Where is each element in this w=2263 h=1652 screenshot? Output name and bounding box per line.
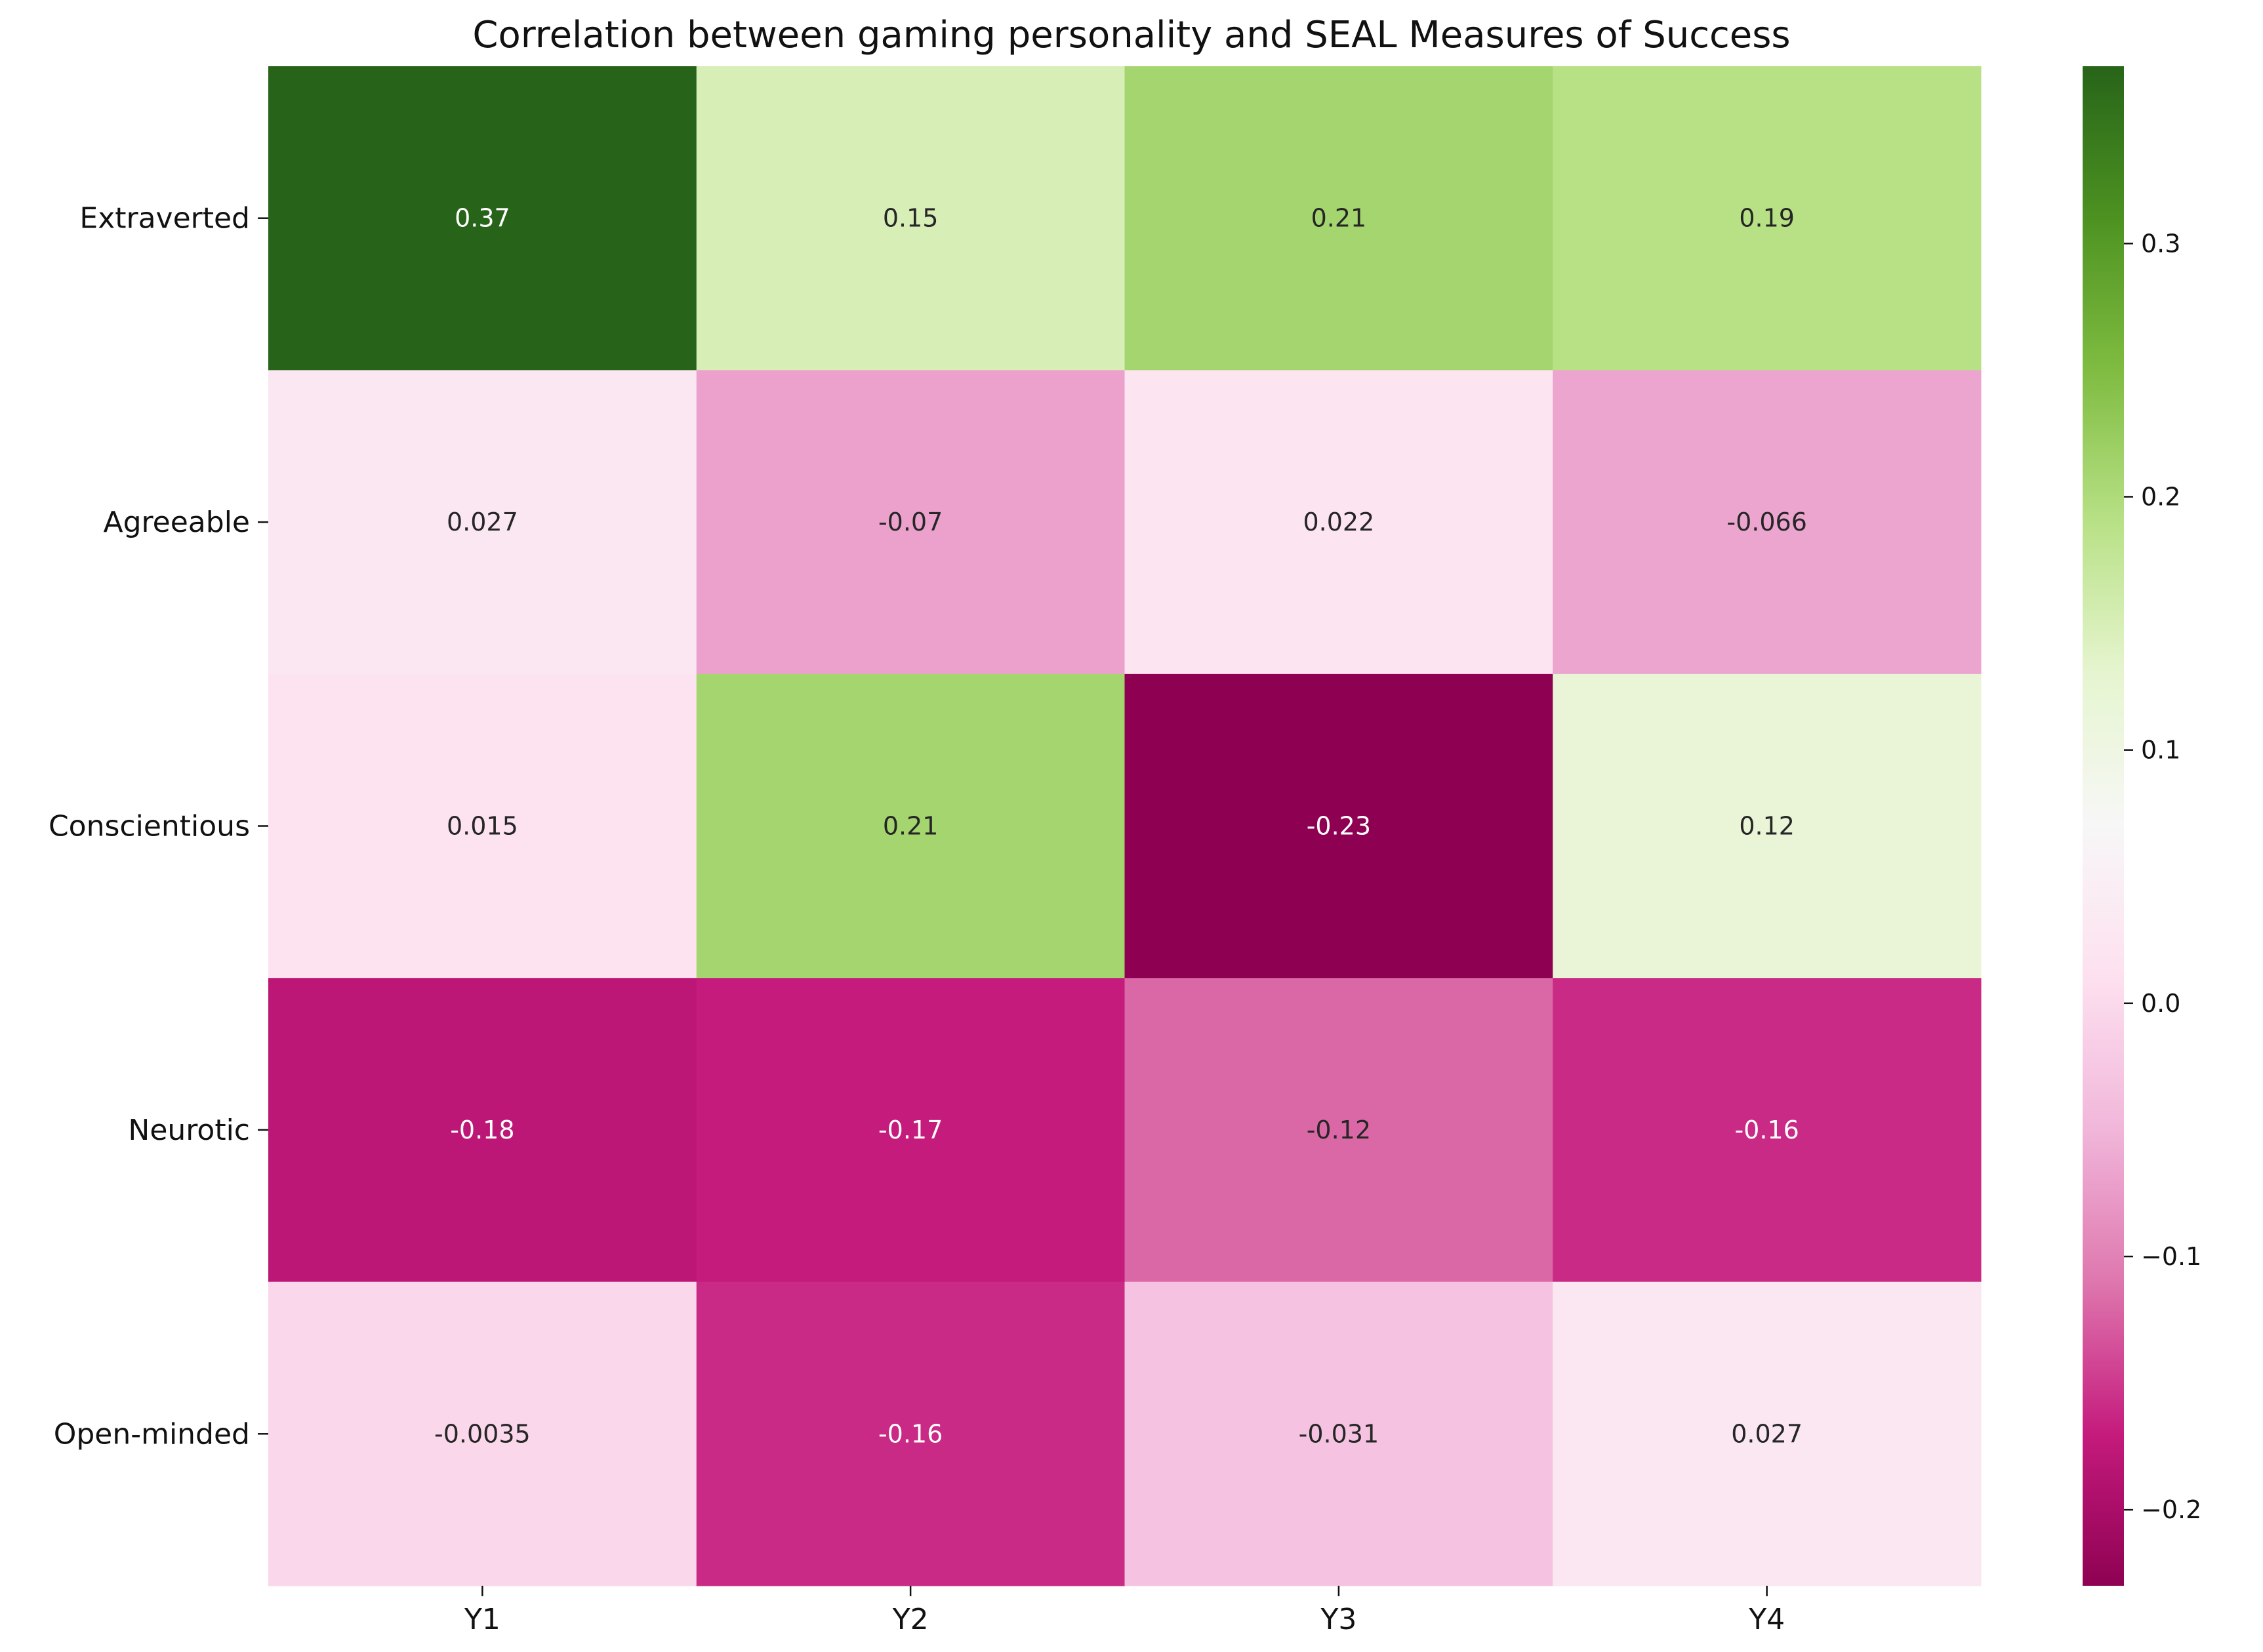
- heatmap-cell: [1124, 674, 1553, 978]
- heatmap-cell: [1124, 1281, 1553, 1586]
- x-tick-label: Y2: [892, 1603, 929, 1636]
- heatmap-cell: [268, 674, 697, 978]
- heatmap-cell: [1124, 978, 1553, 1283]
- colorbar-tick-label: 0.1: [2141, 736, 2180, 765]
- cell-value-label: 0.027: [1731, 1419, 1803, 1448]
- heatmap-cells: [268, 66, 1982, 1586]
- cell-value-label: -0.07: [878, 508, 943, 536]
- cell-value-label: 0.027: [447, 508, 518, 536]
- cell-value-label: 0.37: [455, 204, 510, 233]
- cell-value-label: -0.0035: [434, 1419, 531, 1448]
- y-tick-label: Open-minded: [54, 1417, 250, 1451]
- cell-value-label: -0.12: [1307, 1116, 1371, 1144]
- heatmap-cell: [696, 370, 1125, 675]
- y-tick-label: Extraverted: [79, 202, 250, 235]
- y-tick-label: Conscientious: [49, 810, 250, 843]
- colorbar-tick-label: 0.2: [2141, 482, 2180, 511]
- cell-value-label: 0.19: [1739, 204, 1795, 233]
- chart-title: Correlation between gaming personality a…: [472, 14, 1790, 56]
- x-tick-label: Y1: [464, 1603, 500, 1636]
- cell-annotations: 0.37 0.15 0.21 0.19 0.027 -0.07 0.022 -0.066 0.0…: [434, 204, 1807, 1449]
- colorbar-tick-label: −0.2: [2141, 1495, 2201, 1524]
- cell-value-label: 0.12: [1739, 812, 1795, 841]
- colorbar-tick-label: 0.3: [2141, 229, 2180, 258]
- x-tick-label: Y4: [1748, 1603, 1785, 1636]
- cell-value-label: 0.21: [1311, 204, 1367, 233]
- heatmap-cell: [696, 66, 1125, 371]
- colorbar-tick-label: 0.0: [2141, 989, 2180, 1018]
- heatmap-cell: [268, 66, 697, 371]
- heatmap-cell: [696, 978, 1125, 1283]
- y-axis: Extraverted Agreeable Conscientious Neuroti…: [49, 202, 268, 1451]
- heatmap-cell: [268, 978, 697, 1283]
- y-tick-label: Agreeable: [104, 506, 250, 539]
- cell-value-label: -0.16: [878, 1419, 943, 1448]
- heatmap-cell: [1124, 66, 1553, 371]
- heatmap-cell: [1553, 66, 1982, 371]
- y-tick-label: Neurotic: [128, 1114, 250, 1147]
- heatmap-cell: [1553, 674, 1982, 978]
- heatmap-cell: [696, 1281, 1125, 1586]
- cell-value-label: 0.21: [883, 812, 939, 841]
- cell-value-label: -0.18: [450, 1116, 514, 1144]
- heatmap-cell: [696, 674, 1125, 978]
- cell-value-label: 0.022: [1303, 508, 1374, 536]
- cell-value-label: -0.17: [878, 1116, 943, 1144]
- heatmap-cell: [268, 1281, 697, 1586]
- cell-value-label: 0.015: [447, 812, 518, 841]
- cell-value-label: -0.031: [1299, 1419, 1379, 1448]
- colorbar-tick-label: −0.1: [2141, 1242, 2201, 1271]
- heatmap-cell: [268, 370, 697, 675]
- cell-value-label: -0.066: [1726, 508, 1807, 536]
- cell-value-label: 0.15: [883, 204, 939, 233]
- x-tick-label: Y3: [1320, 1603, 1356, 1636]
- heatmap-cell: [1124, 370, 1553, 675]
- heatmap-cell: [1553, 370, 1982, 675]
- colorbar: 0.3 0.2 0.1 0.0 −0.1 −0.2: [2083, 66, 2201, 1586]
- heatmap-cell: [1553, 1281, 1982, 1586]
- x-axis: Y1 Y2 Y3 Y4: [464, 1586, 1785, 1636]
- cell-value-label: -0.16: [1734, 1116, 1799, 1144]
- colorbar-gradient: [2083, 66, 2124, 1586]
- heatmap-cell: [1553, 978, 1982, 1283]
- cell-value-label: -0.23: [1307, 812, 1371, 841]
